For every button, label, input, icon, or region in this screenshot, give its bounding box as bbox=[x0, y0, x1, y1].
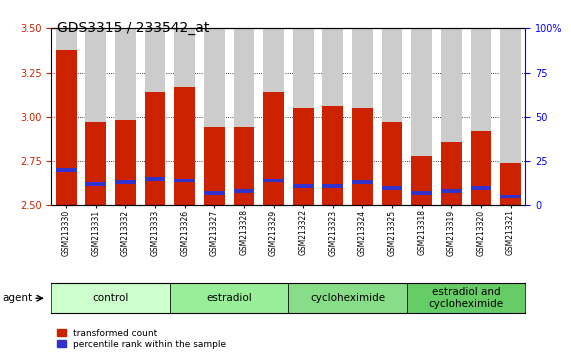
Bar bbox=[411, 156, 432, 205]
Bar bbox=[115, 28, 136, 205]
Bar bbox=[323, 28, 343, 205]
Bar bbox=[234, 127, 254, 205]
Bar bbox=[144, 28, 166, 205]
Bar bbox=[352, 181, 373, 184]
Bar bbox=[381, 186, 403, 190]
Text: cycloheximide: cycloheximide bbox=[310, 293, 385, 303]
Bar bbox=[352, 28, 373, 205]
Bar bbox=[263, 92, 284, 205]
Bar bbox=[441, 28, 461, 205]
Text: control: control bbox=[93, 293, 129, 303]
Bar bbox=[174, 87, 195, 205]
Bar bbox=[115, 181, 136, 184]
Bar bbox=[381, 122, 403, 205]
Bar bbox=[441, 189, 461, 193]
Bar bbox=[500, 163, 521, 205]
Bar bbox=[174, 179, 195, 183]
Text: agent: agent bbox=[3, 293, 33, 303]
Bar bbox=[500, 28, 521, 205]
Bar bbox=[471, 28, 491, 205]
Bar bbox=[323, 184, 343, 188]
Text: estradiol: estradiol bbox=[206, 293, 252, 303]
Bar bbox=[500, 195, 521, 199]
Bar bbox=[144, 177, 166, 181]
Bar bbox=[293, 108, 313, 205]
Bar bbox=[411, 191, 432, 195]
Bar bbox=[86, 122, 106, 205]
Bar bbox=[234, 28, 254, 205]
Bar bbox=[323, 106, 343, 205]
Bar bbox=[293, 28, 313, 205]
Bar bbox=[115, 120, 136, 205]
Text: GDS3315 / 233542_at: GDS3315 / 233542_at bbox=[57, 21, 210, 35]
Bar bbox=[56, 50, 77, 205]
Bar bbox=[471, 131, 491, 205]
Legend: transformed count, percentile rank within the sample: transformed count, percentile rank withi… bbox=[56, 328, 227, 349]
Bar bbox=[263, 28, 284, 205]
Bar bbox=[263, 179, 284, 183]
Bar bbox=[204, 191, 224, 195]
Bar bbox=[86, 28, 106, 205]
Bar bbox=[441, 142, 461, 205]
Bar bbox=[56, 168, 77, 172]
Bar bbox=[86, 182, 106, 186]
Bar bbox=[381, 28, 403, 205]
Bar bbox=[471, 186, 491, 190]
Bar bbox=[234, 189, 254, 193]
Bar bbox=[411, 28, 432, 205]
Bar bbox=[204, 28, 224, 205]
Bar bbox=[293, 184, 313, 188]
Bar bbox=[56, 28, 77, 205]
Bar bbox=[144, 92, 166, 205]
Bar bbox=[174, 28, 195, 205]
Bar bbox=[352, 108, 373, 205]
Bar bbox=[204, 127, 224, 205]
Text: estradiol and
cycloheximide: estradiol and cycloheximide bbox=[428, 287, 504, 309]
